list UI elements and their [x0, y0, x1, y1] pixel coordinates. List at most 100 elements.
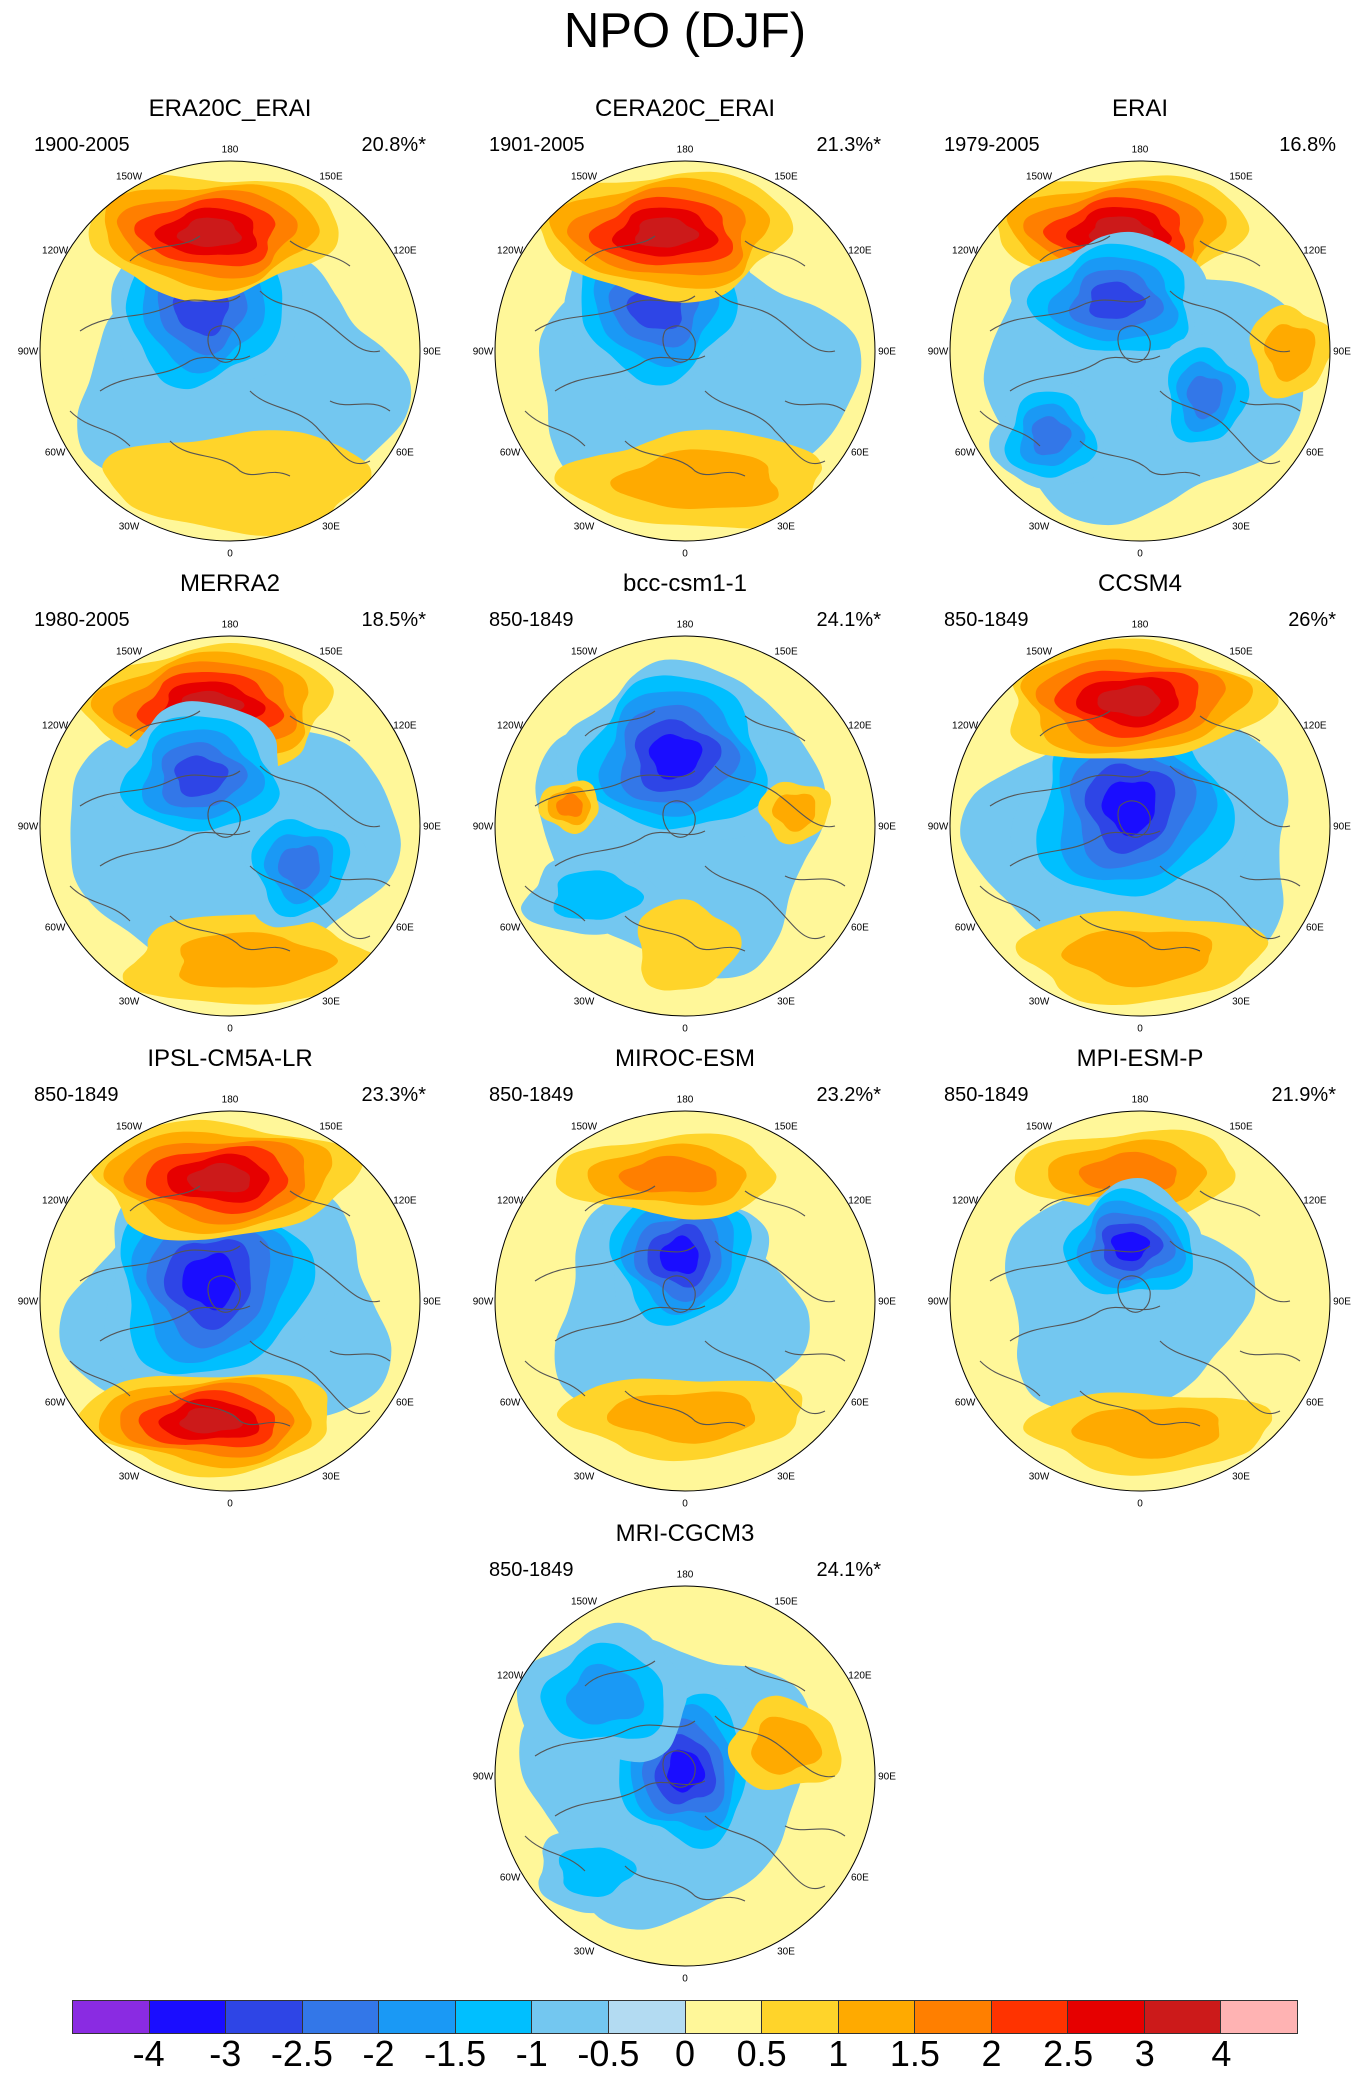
lon-label: 0: [1137, 549, 1143, 560]
lon-label: 120E: [393, 1196, 417, 1207]
coastline: [524, 1835, 586, 1872]
colorbar-tick-label: -0.5: [577, 2033, 640, 2074]
lon-label: 30E: [1232, 996, 1250, 1007]
lon-label: 0: [682, 549, 688, 560]
colorbar-box: [915, 2001, 992, 2033]
lon-label: 30E: [777, 996, 795, 1007]
panel-title: CCSM4: [1097, 570, 1182, 597]
coastline: [624, 1865, 746, 1902]
polar-map: 180 150E 120E 90E 60E 30E 0 30W 60W 90W 120W 150W: [928, 1095, 1352, 1510]
coastline: [714, 1715, 836, 1778]
lon-label: 60E: [851, 1398, 869, 1409]
coastline: [714, 290, 836, 353]
colorbar-box: [532, 2001, 609, 2033]
map-border: [949, 160, 1331, 542]
coastline: [554, 355, 706, 392]
lon-label: 60W: [500, 1873, 521, 1884]
lon-label: 60E: [1306, 448, 1324, 459]
lon-label: 120W: [42, 1196, 69, 1207]
lon-label: 0: [682, 1499, 688, 1510]
panel-variance: 20.8%*: [361, 134, 427, 156]
lon-label: 30W: [119, 1471, 140, 1482]
lon-label: 90E: [878, 1772, 896, 1783]
coastline: [704, 1340, 826, 1415]
low-contour: [648, 734, 703, 780]
map-border: [494, 635, 876, 1017]
coastline: [584, 1660, 656, 1687]
coastline: [524, 885, 586, 922]
map-border: [494, 160, 876, 542]
lon-label: 180: [677, 620, 694, 631]
lon-label: 30W: [574, 1946, 595, 1957]
coastline: [169, 915, 291, 952]
coastline: [744, 240, 806, 267]
colorbar-box: [1221, 2001, 1297, 2033]
coastline: [249, 1340, 371, 1415]
page-title: NPO (DJF): [563, 4, 807, 58]
coastline: [79, 295, 241, 332]
coastline: [129, 1185, 201, 1212]
coastline: [249, 865, 371, 940]
low-contour: [1110, 1231, 1151, 1262]
lon-label: 0: [1137, 1024, 1143, 1035]
low-contour: [553, 870, 645, 920]
coastline: [1117, 325, 1151, 363]
coastline: [79, 770, 241, 807]
lon-label: 180: [1132, 620, 1149, 631]
panel-variance: 24.1%*: [816, 609, 882, 631]
lon-label: 150W: [1026, 1122, 1053, 1133]
coastline: [1199, 715, 1261, 742]
polar-map: 180 150E 120E 90E 60E 30E 0 30W 60W 90W 120W 150W: [18, 620, 442, 1035]
map-panel-bcc: bcc-csm1-1 850-1849 24.1%* 180 150E 120E 90E 60…: [473, 570, 897, 1040]
coastline: [1079, 1390, 1201, 1427]
coastline: [69, 885, 131, 922]
coastline: [289, 240, 351, 267]
panel-title: ERAI: [1111, 95, 1168, 122]
coastline: [1239, 1350, 1301, 1362]
lon-label: 60E: [851, 1873, 869, 1884]
map-panel-mpi: MPI-ESM-P 850-1849 21.9%* 180 150E 120E 90E 60E…: [928, 1045, 1352, 1515]
low-contour: [182, 1252, 236, 1311]
coastline: [329, 400, 391, 412]
high-contour: [1097, 685, 1161, 717]
lon-label: 90E: [1333, 347, 1351, 358]
lon-label: 180: [222, 145, 239, 156]
map-panel-ccsm4: CCSM4 850-1849 26%* 180 150E 120E 90E 60E 30E 0 30…: [928, 570, 1352, 1040]
lon-label: 180: [1132, 145, 1149, 156]
colorbar-tick-label: 4: [1211, 2033, 1232, 2074]
lon-label: 60E: [851, 923, 869, 934]
panel-period: 850-1849: [489, 609, 574, 631]
lon-label: 90E: [423, 347, 441, 358]
lon-label: 30E: [777, 1946, 795, 1957]
coastline: [259, 290, 381, 353]
panel-title: MERRA2: [179, 570, 281, 597]
lon-label: 30E: [322, 996, 340, 1007]
low-contour: [174, 755, 229, 797]
colorbar-tick-label: 1.5: [889, 2033, 940, 2074]
lon-label: 180: [222, 1095, 239, 1106]
lon-label: 30E: [322, 521, 340, 532]
high-contour: [556, 793, 583, 817]
lon-label: 0: [1137, 1499, 1143, 1510]
colorbar-box: [1068, 2001, 1145, 2033]
colorbar-box: [838, 2001, 916, 2033]
coastline: [534, 1245, 696, 1282]
panel-title: CERA20C_ERAI: [594, 95, 776, 122]
lon-label: 120W: [497, 246, 524, 257]
panel-period: 1980-2005: [34, 609, 130, 631]
colorbar-tick-label: 0: [674, 2033, 696, 2074]
coastline: [554, 1305, 706, 1342]
lon-label: 150E: [774, 172, 798, 183]
lon-label: 60E: [851, 448, 869, 459]
lon-label: 150W: [1026, 647, 1053, 658]
coastline: [79, 1245, 241, 1282]
coastline: [207, 1275, 241, 1313]
lon-label: 90W: [18, 1297, 39, 1308]
lon-label: 120W: [497, 1671, 524, 1682]
lon-label: 90W: [473, 1772, 494, 1783]
coastline: [1039, 235, 1111, 262]
lon-label: 150E: [1229, 647, 1253, 658]
map-panel-miroc: MIROC-ESM 850-1849 23.2%* 180 150E 120E 90E 60E…: [473, 1045, 897, 1515]
coastline: [69, 1360, 131, 1397]
high-contour: [637, 899, 742, 991]
